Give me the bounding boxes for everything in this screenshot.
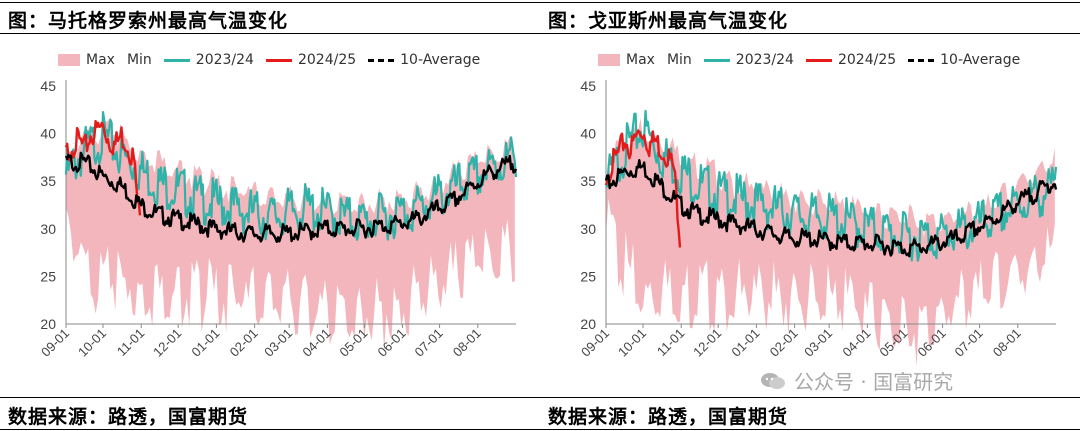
y-tick-label: 35 xyxy=(580,173,596,189)
x-tick-label: 07-01 xyxy=(952,326,986,360)
legend-label-max: Max xyxy=(86,52,115,68)
series-line-2023-24 xyxy=(64,110,518,241)
legend-swatch-max xyxy=(598,54,620,66)
legend-label-max: Max xyxy=(626,52,655,68)
series-line-10-average xyxy=(604,158,1058,258)
legend-item-10-average: 10-Average xyxy=(368,52,480,68)
x-tick-label: 11-01 xyxy=(654,326,687,359)
data-source: 数据来源：路透，国富期货 xyxy=(8,406,249,428)
legend-item-2024-25: 2024/25 xyxy=(265,52,357,68)
chart-panel-mato-grosso: 图：马托格罗索州最高气温变化 Max Min 2023/24 2024/25 1… xyxy=(0,0,532,431)
legend-label-2023-24: 2023/24 xyxy=(735,52,794,68)
x-tick-label: 02-01 xyxy=(227,326,261,360)
source-top-rule xyxy=(0,397,1080,398)
legend-item-min: Min xyxy=(127,52,152,68)
y-tick-label: 40 xyxy=(40,126,56,142)
legend-label-min: Min xyxy=(666,52,692,68)
legend-item-2024-25: 2024/25 xyxy=(805,52,897,68)
legend-item-10-average: 10-Average xyxy=(908,52,1020,68)
series-line-2023-24 xyxy=(605,109,1058,262)
x-tick-label: 06-01 xyxy=(915,326,949,360)
title-rule xyxy=(0,33,1080,34)
y-tick-label: 40 xyxy=(580,126,596,142)
y-tick-label: 30 xyxy=(40,221,56,237)
x-tick-label: 03-01 xyxy=(261,326,295,360)
legend-label-2023-24: 2023/24 xyxy=(195,52,254,68)
y-tick-label: 20 xyxy=(40,316,56,332)
legend-label-10-average: 10-Average xyxy=(940,52,1021,68)
legend-item-min: Min xyxy=(667,52,692,68)
x-tick-label: 12-01 xyxy=(690,326,724,360)
legend-swatch-10-average xyxy=(908,58,935,62)
chart-title: 图：马托格罗索州最高气温变化 xyxy=(8,10,289,32)
x-tick-label: 10-01 xyxy=(615,326,649,360)
y-tick-label: 20 xyxy=(580,316,596,332)
x-tick-label: 01-01 xyxy=(188,326,222,360)
chart-legend: Max Min 2023/24 2024/25 10-Average xyxy=(598,49,1032,71)
y-tick-label: 25 xyxy=(580,268,596,284)
x-tick-label: 08-01 xyxy=(990,326,1024,360)
x-tick-label: 02-01 xyxy=(767,326,801,360)
legend-swatch-2023-24 xyxy=(703,58,730,62)
x-tick-label: 05-01 xyxy=(876,326,910,360)
legend-label-2024-25: 2024/25 xyxy=(297,52,357,68)
legend-label-min: Min xyxy=(126,52,152,68)
bottom-rule xyxy=(0,429,1080,430)
chart-legend: Max Min 2023/24 2024/25 10-Average xyxy=(58,49,492,71)
x-tick-label: 03-01 xyxy=(801,326,835,360)
legend-swatch-max xyxy=(58,54,80,66)
top-rule xyxy=(0,2,1080,3)
legend-swatch-10-average xyxy=(368,58,395,62)
legend-label-10-average: 10-Average xyxy=(400,52,481,68)
y-tick-label: 45 xyxy=(40,78,56,94)
legend-swatch-2023-24 xyxy=(163,58,190,62)
x-tick-label: 05-01 xyxy=(336,326,370,360)
y-tick-label: 25 xyxy=(40,268,56,284)
series-line-2024-25 xyxy=(64,119,142,216)
watermark-text: 公众号 · 国富研究 xyxy=(794,370,954,394)
y-tick-label: 30 xyxy=(580,221,596,237)
legend-item-max: Max xyxy=(58,52,115,68)
chart-panel-goias: 图：戈亚斯州最高气温变化 Max Min 2023/24 2024/25 10-… xyxy=(540,0,1072,431)
x-tick-label: 06-01 xyxy=(375,326,409,360)
watermark: 公众号 · 国富研究 xyxy=(760,366,953,395)
series-line-10-average xyxy=(64,151,518,244)
legend-item-max: Max xyxy=(598,52,655,68)
legend-item-2023-24: 2023/24 xyxy=(703,52,794,68)
x-tick-label: 04-01 xyxy=(839,326,873,360)
y-tick-label: 35 xyxy=(40,173,56,189)
x-tick-label: 07-01 xyxy=(412,326,446,360)
legend-item-2023-24: 2023/24 xyxy=(163,52,254,68)
x-tick-label: 08-01 xyxy=(450,326,484,360)
series-line-2024-25 xyxy=(604,129,682,248)
x-tick-label: 04-01 xyxy=(299,326,333,360)
legend-swatch-2024-25 xyxy=(805,58,832,62)
chart-title: 图：戈亚斯州最高气温变化 xyxy=(548,10,789,32)
x-tick-label: 01-01 xyxy=(728,326,762,360)
wechat-icon xyxy=(761,372,785,389)
x-tick-label: 12-01 xyxy=(150,326,184,360)
data-source: 数据来源：路透，国富期货 xyxy=(548,406,789,428)
y-tick-label: 45 xyxy=(580,78,596,94)
legend-swatch-2024-25 xyxy=(265,58,292,62)
x-tick-label: 10-01 xyxy=(75,326,109,360)
x-tick-label: 11-01 xyxy=(114,326,147,359)
legend-label-2024-25: 2024/25 xyxy=(837,52,897,68)
